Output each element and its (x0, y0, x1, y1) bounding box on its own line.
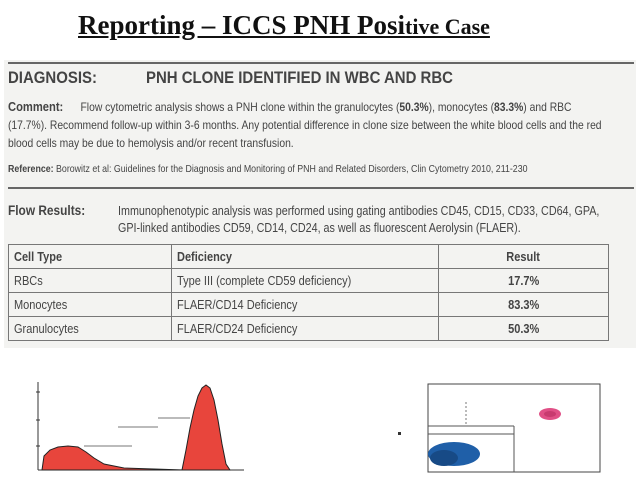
middle-rule (8, 187, 634, 189)
comment-monocyte-pct: 83.3% (494, 100, 524, 114)
slide-title: Reporting – ICCS PNH Positive Case (78, 10, 598, 44)
histogram-peak-negative (41, 445, 185, 471)
flow-results-label: Flow Results: (8, 203, 86, 218)
slide-title-small: tive Case (405, 14, 490, 39)
comment-text-1: Flow cytometric analysis shows a PNH clo… (80, 100, 400, 114)
top-rule (8, 62, 634, 64)
reference-label: Reference: (8, 163, 54, 175)
comment-label: Comment: (8, 99, 64, 114)
dot-plot (427, 383, 601, 473)
comment-text-3: ) and RBC (17.7%). Recommend follow-up w… (8, 100, 602, 150)
results-table: Cell Type Deficiency Result RBCs Type II… (8, 244, 609, 341)
comment-block: Comment: Flow cytometric analysis shows a… (8, 98, 610, 152)
table-row: RBCs Type III (complete CD59 deficiency)… (8, 268, 609, 293)
report-scan: DIAGNOSIS: PNH CLONE IDENTIFIED IN WBC A… (4, 60, 636, 348)
cell-deficiency: FLAER/CD14 Deficiency (171, 292, 439, 317)
cell-deficiency: FLAER/CD24 Deficiency (171, 316, 439, 341)
comment-granulocyte-pct: 50.3% (399, 100, 429, 114)
cell-result: 50.3% (438, 316, 609, 341)
table-row: Monocytes FLAER/CD14 Deficiency 83.3% (8, 292, 609, 317)
cell-type: Granulocytes (8, 316, 172, 341)
header-deficiency: Deficiency (171, 244, 439, 269)
cell-result: 17.7% (438, 268, 609, 293)
table-row: Granulocytes FLAER/CD24 Deficiency 50.3% (8, 316, 609, 341)
histogram-peak-positive (181, 384, 231, 471)
cell-result: 83.3% (438, 292, 609, 317)
diagnosis-value: PNH CLONE IDENTIFIED IN WBC AND RBC (146, 68, 453, 87)
cell-deficiency: Type III (complete CD59 deficiency) (171, 268, 439, 293)
comment-text-2: ), monocytes ( (428, 100, 495, 114)
dot-plot-y-axis-mark (398, 432, 401, 435)
cell-type: Monocytes (8, 292, 172, 317)
dot-plot-negative-core (430, 450, 458, 466)
header-cell-type: Cell Type (8, 244, 172, 269)
flow-results-text: Immunophenotypic analysis was performed … (118, 204, 600, 235)
dot-plot-positive-core (544, 411, 556, 417)
header-result: Result (438, 244, 609, 269)
histogram-plot (36, 382, 244, 471)
reference-text: Borowitz et al: Guidelines for the Diagn… (56, 163, 528, 175)
reference: Reference: Borowitz et al: Guidelines fo… (8, 163, 621, 175)
slide-title-main: Reporting – ICCS PNH Posi (78, 10, 406, 40)
table-header-row: Cell Type Deficiency Result (8, 244, 609, 269)
diagnosis-label: DIAGNOSIS: (8, 68, 97, 87)
cell-type: RBCs (8, 268, 172, 293)
